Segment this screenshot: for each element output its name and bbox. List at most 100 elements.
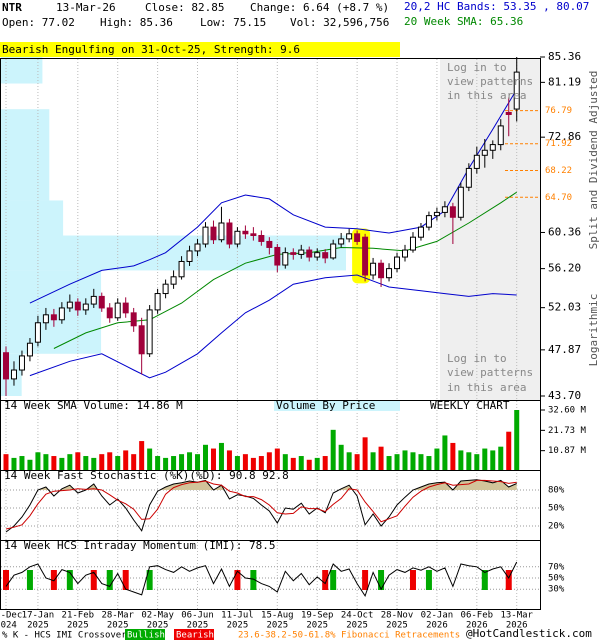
candle-body [290, 252, 297, 255]
crossover-bearish [3, 570, 9, 590]
annotation: Bearish Engulfing on 31-Oct-25, Strength… [2, 43, 300, 56]
volume-bar [370, 452, 376, 471]
candle-body [3, 352, 9, 380]
candle-body [234, 230, 241, 245]
candle-body [473, 154, 480, 169]
candle-body [18, 355, 25, 371]
candle-body [170, 276, 177, 285]
x-tick-year: 2025 [107, 621, 129, 631]
candle-body [282, 252, 289, 266]
candle-body [409, 236, 416, 251]
volume-bar [506, 431, 512, 471]
low: Low: 75.15 [200, 16, 266, 29]
candle-body [513, 71, 520, 110]
volume-bar [442, 435, 448, 471]
x-tick-year: 2025 [67, 621, 89, 631]
overbought-area [6, 479, 517, 490]
crossover-bullish [378, 570, 385, 590]
locked-text: Log in to [447, 61, 507, 74]
x-tick-label: 06-Feb [461, 611, 494, 621]
y-tick-label: 43.70 [548, 389, 581, 402]
volume-bar [498, 446, 504, 471]
volume-bar [43, 454, 49, 471]
y-tick-label: 10.87 M [548, 446, 587, 456]
candle-body [457, 186, 464, 218]
volume-bar [354, 454, 360, 471]
change: Change: 6.64 (+8.7 %) [250, 1, 389, 14]
candle-body [370, 262, 377, 276]
locked-area [440, 58, 540, 400]
vbp-box [274, 401, 400, 411]
x-tick-year: 2026 [426, 621, 448, 631]
x-tick-year: 2025 [147, 621, 169, 631]
candle-body [202, 226, 209, 245]
volume-bar [386, 456, 392, 471]
fib-label: 64.70 [545, 193, 572, 203]
series-line [5, 479, 517, 533]
volume-bar [450, 442, 456, 471]
y-tick-label: 80% [548, 486, 565, 496]
volume-by-price [1, 235, 346, 271]
volume-by-price [1, 270, 102, 354]
x-tick-label: 21-Feb [62, 611, 95, 621]
volume-bar [282, 454, 288, 471]
volume-bar [83, 456, 89, 471]
candle-body [306, 249, 313, 258]
volume-bar [466, 452, 472, 471]
y-tick-label: 60.36 [548, 225, 581, 238]
y-tick-label: 81.19 [548, 75, 581, 88]
volume-bar [330, 429, 336, 471]
candle-body [330, 243, 337, 259]
x-tick-year: 2026 [506, 621, 528, 631]
volume-bar [258, 456, 264, 471]
bullish-swatch [125, 629, 165, 640]
volume-bar [131, 454, 137, 471]
candle-body [98, 295, 105, 309]
volume-bar [434, 448, 440, 471]
x-tick-year: 2025 [227, 621, 249, 631]
crossover-bearish [505, 570, 512, 590]
volume-bar [203, 444, 208, 471]
candle-body [394, 256, 401, 270]
volume: Vol: 32,596,756 [290, 16, 389, 29]
x-tick-year: 2025 [386, 621, 408, 631]
volume-bar [91, 457, 97, 471]
fib-label: 71.92 [545, 139, 572, 149]
axis-label: Split and Dividend Adjusted [587, 71, 600, 250]
candle-body [441, 206, 448, 213]
fib-note: 23.6-38.2-50-61.8% Fibonacci Retracement… [238, 631, 460, 640]
candle-body [354, 233, 361, 242]
crossover-bullish [26, 570, 33, 590]
x-tick-label: 13-Mar [500, 611, 533, 621]
volume-bar [19, 456, 25, 471]
open: Open: 77.02 [2, 16, 75, 29]
candle-body [465, 167, 472, 188]
x-tick-label: 28-Nov [381, 611, 414, 621]
candle-body [242, 230, 249, 235]
candle-body [425, 215, 432, 228]
x-tick-label: 17-Jan [22, 611, 55, 621]
volume-by-price [1, 109, 50, 201]
x-tick-label: 19-Sep [301, 611, 334, 621]
axis-label: Logarithmic [587, 294, 600, 367]
candle-body [505, 111, 512, 115]
x-tick-label: 02-May [141, 611, 174, 621]
candle-body [266, 240, 273, 248]
fib-label: 68.22 [545, 166, 572, 176]
candle-body [138, 325, 145, 355]
candle-body [417, 226, 424, 238]
x-tick-year: 2024 [0, 621, 17, 631]
x-tick-label: 06-Jun [181, 611, 214, 621]
volume-bar [99, 454, 105, 471]
volume-bar [51, 456, 57, 471]
x-tick-year: 2025 [266, 621, 288, 631]
candle-body [186, 250, 193, 262]
symbol: NTR [2, 1, 22, 14]
crossover-bullish [106, 570, 113, 590]
candle-body [497, 125, 504, 146]
crossover-bearish [409, 570, 416, 590]
x-tick-year: 2025 [306, 621, 328, 631]
volume-bar [322, 456, 328, 471]
candle-body [34, 322, 41, 343]
candle-body [50, 314, 57, 321]
